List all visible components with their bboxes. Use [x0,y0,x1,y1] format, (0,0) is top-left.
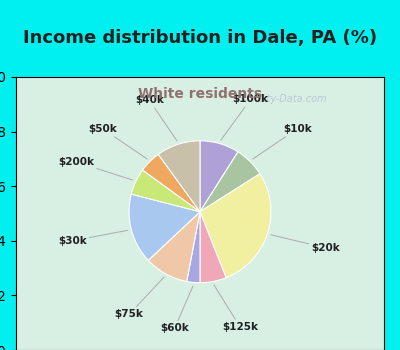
Text: $60k: $60k [160,286,193,333]
Text: $20k: $20k [271,235,340,253]
Text: $100k: $100k [221,94,269,140]
Text: $30k: $30k [58,230,128,246]
Wedge shape [131,170,200,212]
Wedge shape [200,141,238,212]
Wedge shape [200,212,226,283]
Text: $75k: $75k [115,277,164,319]
Text: $50k: $50k [88,124,147,159]
Text: $125k: $125k [214,285,258,332]
Wedge shape [200,174,271,278]
Text: $10k: $10k [253,124,312,159]
Text: City-Data.com: City-Data.com [257,94,327,104]
Wedge shape [148,212,200,281]
Text: $200k: $200k [58,157,132,180]
Wedge shape [142,154,200,212]
Text: White residents: White residents [138,88,262,102]
Wedge shape [129,194,200,260]
Wedge shape [187,212,200,283]
Text: $40k: $40k [135,96,177,141]
Wedge shape [200,152,260,212]
Wedge shape [158,141,200,212]
Text: Income distribution in Dale, PA (%): Income distribution in Dale, PA (%) [23,29,377,48]
